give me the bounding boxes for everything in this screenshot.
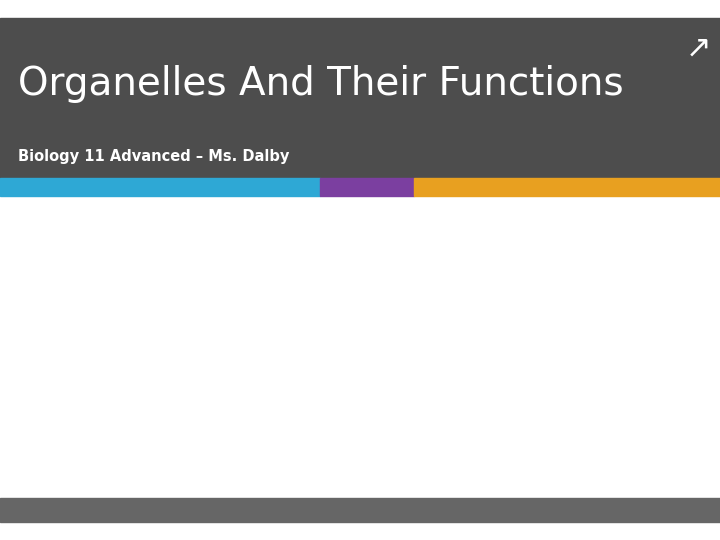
Text: Biology 11 Advanced – Ms. Dalby: Biology 11 Advanced – Ms. Dalby [18,148,289,164]
Bar [0,18,720,178]
Text: Organelles And Their Functions: Organelles And Their Functions [18,65,624,103]
Bar [0,178,320,196]
Bar [320,178,414,196]
Bar [414,178,720,196]
Text: ↗: ↗ [685,33,711,63]
Bar [0,498,720,522]
